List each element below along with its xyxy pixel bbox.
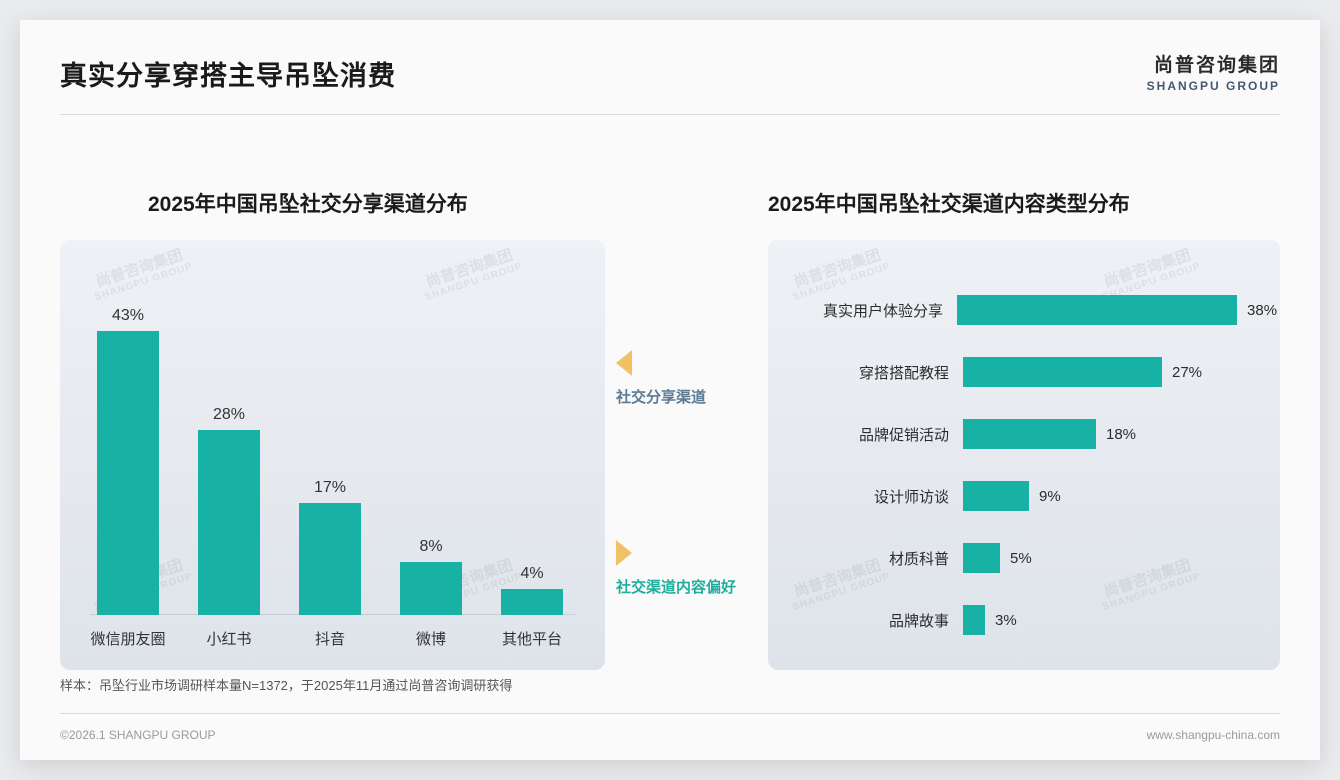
hbar-label-3: 设计师访谈: [823, 486, 963, 507]
slide-container: 真实分享穿搭主导吊坠消费 尚普咨询集团 SHANGPU GROUP 2025年中…: [20, 20, 1320, 760]
hbar-fill-5[interactable]: [963, 605, 985, 635]
bar-col-4[interactable]: 4% 其他平台: [494, 285, 570, 615]
bar-col-2[interactable]: 17% 抖音: [292, 285, 368, 615]
bar-col-0[interactable]: 43% 微信朋友圈: [90, 285, 166, 615]
bar-label-4: 其他平台: [502, 628, 562, 649]
bar-value-1: 28%: [213, 406, 245, 424]
bar-label-2: 抖音: [315, 628, 345, 649]
footer-divider: [60, 713, 1280, 714]
bar-label-0: 微信朋友圈: [90, 628, 165, 649]
page-title: 真实分享穿搭主导吊坠消费: [60, 54, 396, 93]
hbar-row-4[interactable]: 材质科普 5%: [823, 543, 1243, 573]
hbar-fill-4[interactable]: [963, 543, 1000, 573]
hbar-row-5[interactable]: 品牌故事 3%: [823, 605, 1243, 635]
bar-label-1: 小红书: [206, 628, 251, 649]
hbar-label-4: 材质科普: [823, 548, 963, 569]
bar-value-4: 4%: [520, 565, 543, 583]
hbar-value-0: 38%: [1247, 302, 1277, 319]
hbar-fill-1[interactable]: [963, 357, 1162, 387]
right-pointing-triangle-icon: [616, 540, 632, 566]
bar-rect-0[interactable]: [97, 331, 159, 615]
brand-block: 尚普咨询集团 SHANGPU GROUP: [1147, 50, 1280, 93]
bar-value-3: 8%: [419, 538, 442, 556]
hbar-fill-0[interactable]: [957, 295, 1237, 325]
hbar-label-1: 穿搭搭配教程: [823, 362, 963, 383]
left-pointing-triangle-icon: [616, 350, 632, 376]
bar-rect-2[interactable]: [299, 503, 361, 615]
bar-col-3[interactable]: 8% 微博: [393, 285, 469, 615]
left-bar-chart: 43% 微信朋友圈 28% 小红书 17% 抖音 8% 微博 4%: [90, 285, 570, 615]
annotation-block-2: 社交渠道内容偏好: [616, 540, 766, 597]
brand-name-en: SHANGPU GROUP: [1147, 79, 1280, 93]
bar-col-1[interactable]: 28% 小红书: [191, 285, 267, 615]
hbar-row-2[interactable]: 品牌促销活动 18%: [823, 419, 1243, 449]
footer-sample-note: 样本：吊坠行业市场调研样本量N=1372，于2025年11月通过尚普咨询调研获得: [60, 675, 512, 694]
bar-rect-4[interactable]: [501, 589, 563, 615]
hbar-fill-3[interactable]: [963, 481, 1029, 511]
hbar-row-1[interactable]: 穿搭搭配教程 27%: [823, 357, 1243, 387]
left-chart-title: 2025年中国吊坠社交分享渠道分布: [148, 188, 468, 218]
footer-copyright: ©2026.1 SHANGPU GROUP: [60, 728, 216, 742]
right-chart-panel: 尚普咨询集团 SHANGPU GROUP 尚普咨询集团 SHANGPU GROU…: [768, 240, 1280, 670]
hbar-label-5: 品牌故事: [823, 610, 963, 631]
brand-name-cn: 尚普咨询集团: [1147, 50, 1280, 77]
annotation-label-1: 社交分享渠道: [616, 386, 766, 407]
hbar-row-3[interactable]: 设计师访谈 9%: [823, 481, 1243, 511]
right-chart-title: 2025年中国吊坠社交渠道内容类型分布: [768, 188, 1130, 218]
bar-label-3: 微博: [416, 628, 446, 649]
header-divider: [60, 114, 1280, 115]
hbar-fill-2[interactable]: [963, 419, 1096, 449]
footer-website-link[interactable]: www.shangpu-china.com: [1147, 728, 1280, 742]
hbar-label-0: 真实用户体验分享: [823, 300, 957, 321]
hbar-row-0[interactable]: 真实用户体验分享 38%: [823, 295, 1243, 325]
left-chart-panel: 尚普咨询集团 SHANGPU GROUP 尚普咨询集团 SHANGPU GROU…: [60, 240, 605, 670]
hbar-value-1: 27%: [1172, 364, 1202, 381]
right-bar-chart: 真实用户体验分享 38% 穿搭搭配教程 27% 品牌促销活动 18%: [823, 295, 1243, 667]
hbar-value-2: 18%: [1106, 426, 1136, 443]
header-section: 真实分享穿搭主导吊坠消费 尚普咨询集团 SHANGPU GROUP: [60, 50, 1280, 110]
bar-rect-3[interactable]: [400, 562, 462, 615]
annotation-label-2: 社交渠道内容偏好: [616, 576, 766, 597]
bar-value-0: 43%: [112, 307, 144, 325]
annotation-block-1: 社交分享渠道: [616, 350, 766, 407]
bar-value-2: 17%: [314, 479, 346, 497]
hbar-value-4: 5%: [1010, 550, 1032, 567]
hbar-label-2: 品牌促销活动: [823, 424, 963, 445]
bar-rect-1[interactable]: [198, 430, 260, 615]
hbar-value-3: 9%: [1039, 488, 1061, 505]
hbar-value-5: 3%: [995, 612, 1017, 629]
